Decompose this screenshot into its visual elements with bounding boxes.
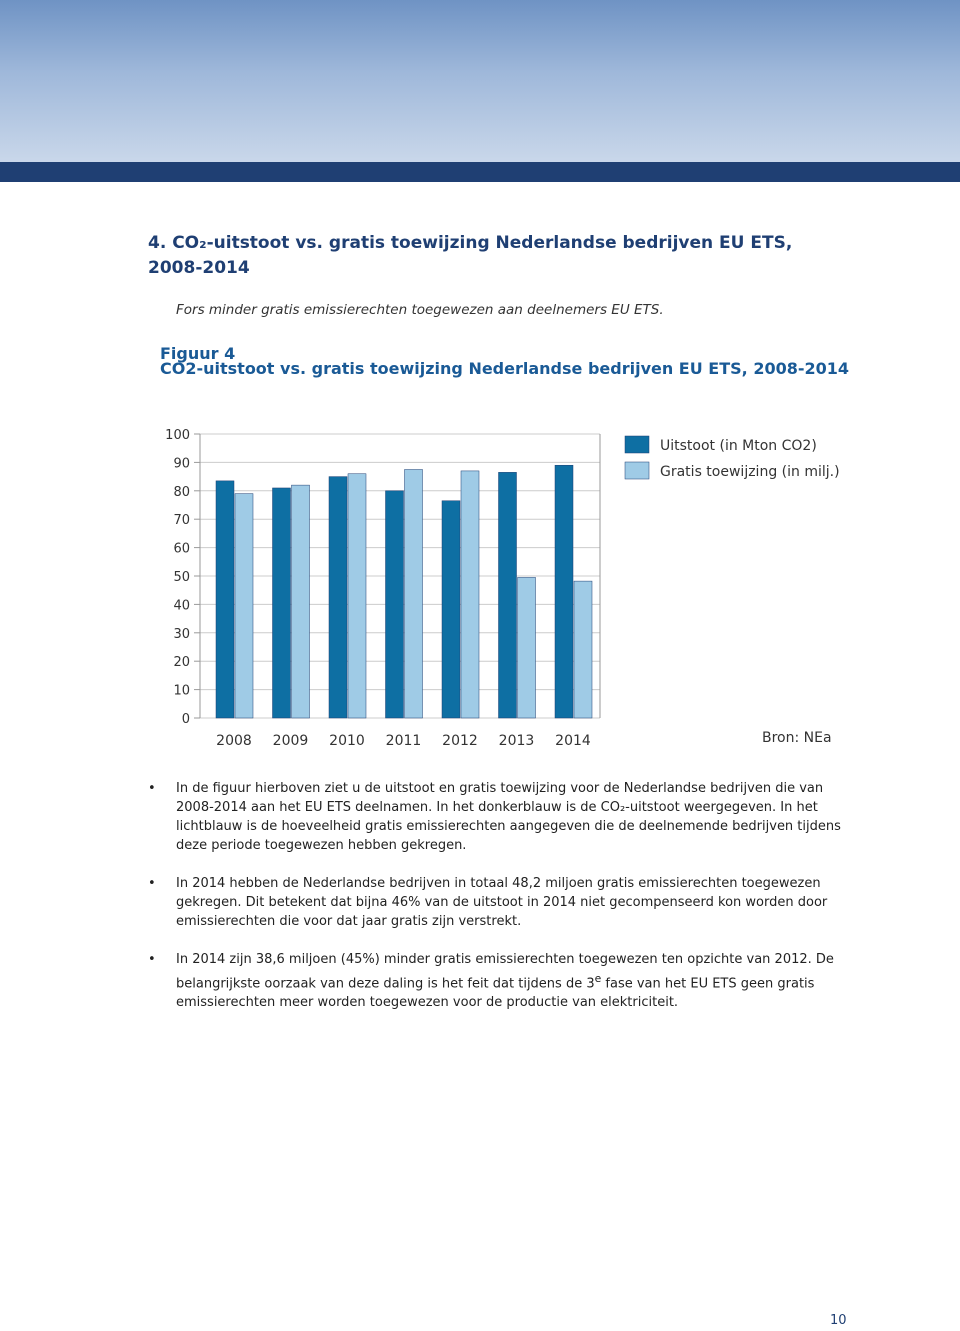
legend-label: Gratis toewijzing (in milj.) — [660, 464, 840, 480]
legend-swatch — [624, 435, 650, 454]
y-tick-label: 40 — [173, 598, 190, 613]
x-tick-label: 2010 — [329, 733, 365, 749]
bullet-text: In 2014 zijn 38,6 miljoen (45%) minder g… — [176, 952, 834, 992]
y-tick-label: 50 — [173, 570, 190, 585]
x-tick-label: 2013 — [499, 733, 535, 749]
y-tick-label: 0 — [182, 712, 190, 727]
page-number: 10 — [830, 1313, 847, 1328]
bullet-text: In 2014 hebben de Nederlandse bedrijven … — [176, 876, 828, 929]
y-tick-label: 90 — [173, 456, 190, 471]
figure-label: Figuur 4 — [160, 344, 236, 363]
y-tick-label: 100 — [165, 428, 190, 443]
source: Bron: NEa — [762, 730, 832, 746]
x-tick-label: 2011 — [386, 733, 422, 749]
bullet: In 2014 zijn 38,6 miljoen (45%) minder g… — [148, 950, 848, 1012]
y-tick-label: 60 — [173, 542, 190, 557]
bar — [573, 580, 593, 719]
bar — [272, 487, 291, 719]
y-tick-label: 10 — [173, 684, 190, 699]
x-tick-label: 2009 — [273, 733, 309, 749]
section-title: 4. CO₂-uitstoot vs. gratis toewijzing Ne… — [148, 233, 793, 278]
bullet-list: In de figuur hierboven ziet u de uitstoo… — [148, 779, 848, 1031]
y-tick-label: 30 — [173, 627, 190, 642]
x-tick-label: 2012 — [442, 733, 478, 749]
y-tick-label: 70 — [173, 513, 190, 528]
bullet: In de figuur hierboven ziet u de uitstoo… — [148, 779, 848, 855]
bar — [347, 473, 367, 719]
legend-label: Uitstoot (in Mton CO2) — [660, 438, 817, 454]
bar — [291, 484, 310, 719]
chart: CO2-uitstoot vs. gratis toewijzing Neder… — [160, 360, 849, 749]
x-tick-label: 2014 — [555, 733, 591, 749]
bar — [517, 577, 536, 719]
header-image — [0, 0, 960, 162]
bullet: In 2014 hebben de Nederlandse bedrijven … — [148, 874, 848, 931]
header-band — [0, 162, 960, 182]
subtitle: Fors minder gratis emissierechten toegew… — [176, 302, 664, 318]
bar — [328, 476, 348, 719]
bar — [385, 490, 404, 719]
bar — [215, 480, 235, 719]
y-tick-label: 80 — [173, 485, 190, 500]
bar — [234, 493, 254, 719]
bullet-text: e — [594, 972, 602, 985]
bullet-text: fase van het EU ETS geen gratis emissier… — [176, 976, 815, 1011]
legend-swatch — [624, 461, 650, 480]
bar — [441, 500, 461, 719]
x-tick-label: 2008 — [216, 733, 252, 749]
bar — [554, 464, 574, 719]
bar — [498, 472, 517, 719]
y-tick-label: 20 — [173, 655, 190, 670]
bullet-text: In de figuur hierboven ziet u de uitstoo… — [176, 781, 841, 853]
chart-title: CO2-uitstoot vs. gratis toewijzing Neder… — [160, 360, 849, 378]
bar — [460, 470, 480, 719]
bar — [404, 469, 423, 719]
